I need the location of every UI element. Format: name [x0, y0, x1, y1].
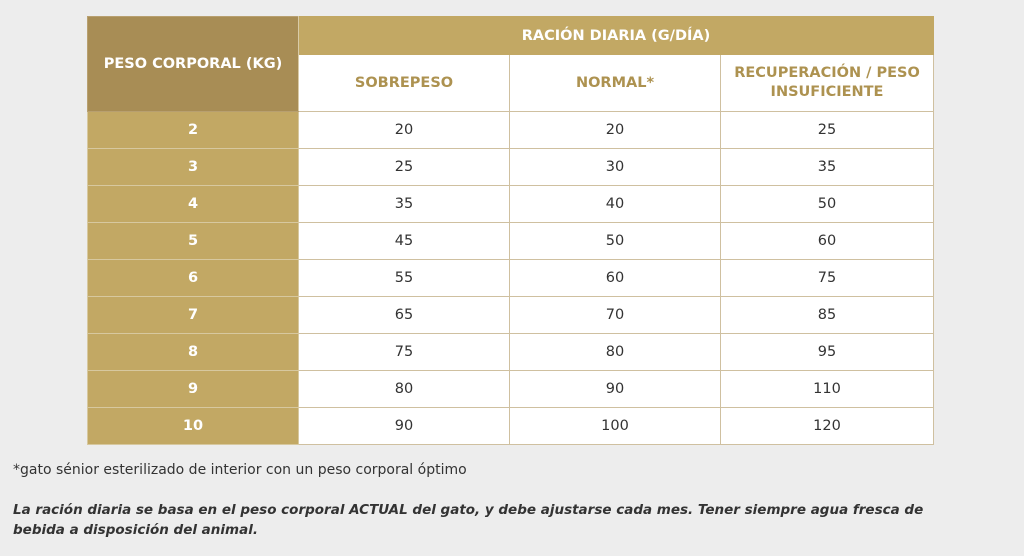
ration-cell: 35 [719, 148, 935, 186]
ration-cell: 45 [298, 222, 510, 260]
table-row: 3 25 30 35 [87, 148, 935, 186]
weight-cell: 9 [87, 370, 299, 408]
weight-cell: 2 [87, 111, 299, 149]
weight-cell: 8 [87, 333, 299, 371]
table-body: 2 20 20 25 3 25 30 35 4 35 40 50 5 45 50 60 6 55 60 75 7 65 70… [87, 111, 935, 445]
daily-ration-table: PESO CORPORAL (KG) RACIÓN DIARIA (G/DÍA)… [87, 16, 935, 445]
ration-cell: 80 [298, 370, 510, 408]
footnote: *gato sénior esterilizado de interior co… [13, 462, 467, 478]
ration-cell: 90 [298, 407, 510, 445]
ration-cell: 30 [509, 148, 721, 186]
weight-cell: 4 [87, 185, 299, 223]
table-row: 2 20 20 25 [87, 111, 935, 149]
feeding-note: La ración diaria se basa en el peso corp… [13, 502, 924, 538]
ration-cell: 110 [719, 370, 935, 408]
table-row: 10 90 100 120 [87, 407, 935, 445]
ration-cell: 90 [509, 370, 721, 408]
ration-cell: 75 [298, 333, 510, 371]
table-row: 6 55 60 75 [87, 259, 935, 297]
table-row: 4 35 40 50 [87, 185, 935, 223]
table-row: 7 65 70 85 [87, 296, 935, 334]
ration-cell: 75 [719, 259, 935, 297]
ration-cell: 20 [298, 111, 510, 149]
column-header-recovery: RECUPERACIÓN / PESO INSUFICIENTE [719, 54, 935, 112]
table-row: 5 45 50 60 [87, 222, 935, 260]
ration-cell: 25 [298, 148, 510, 186]
weight-cell: 7 [87, 296, 299, 334]
column-header-normal: NORMAL* [509, 54, 721, 112]
weight-cell: 6 [87, 259, 299, 297]
ration-cell: 95 [719, 333, 935, 371]
ration-cell: 25 [719, 111, 935, 149]
ration-cell: 70 [509, 296, 721, 334]
weight-cell: 5 [87, 222, 299, 260]
ration-cell: 100 [509, 407, 721, 445]
ration-cell: 55 [298, 259, 510, 297]
weight-cell: 10 [87, 407, 299, 445]
ration-cell: 85 [719, 296, 935, 334]
ration-cell: 50 [509, 222, 721, 260]
weight-column-header: PESO CORPORAL (KG) [87, 16, 299, 112]
ration-cell: 20 [509, 111, 721, 149]
ration-cell: 120 [719, 407, 935, 445]
daily-ration-group-header: RACIÓN DIARIA (G/DÍA) [297, 16, 935, 55]
table-row: 8 75 80 95 [87, 333, 935, 371]
table-row: 9 80 90 110 [87, 370, 935, 408]
ration-cell: 65 [298, 296, 510, 334]
ration-cell: 50 [719, 185, 935, 223]
ration-cell: 35 [298, 185, 510, 223]
ration-cell: 40 [509, 185, 721, 223]
ration-cell: 80 [509, 333, 721, 371]
ration-cell: 60 [509, 259, 721, 297]
column-header-overweight: SOBREPESO [298, 54, 510, 112]
weight-cell: 3 [87, 148, 299, 186]
ration-cell: 60 [719, 222, 935, 260]
